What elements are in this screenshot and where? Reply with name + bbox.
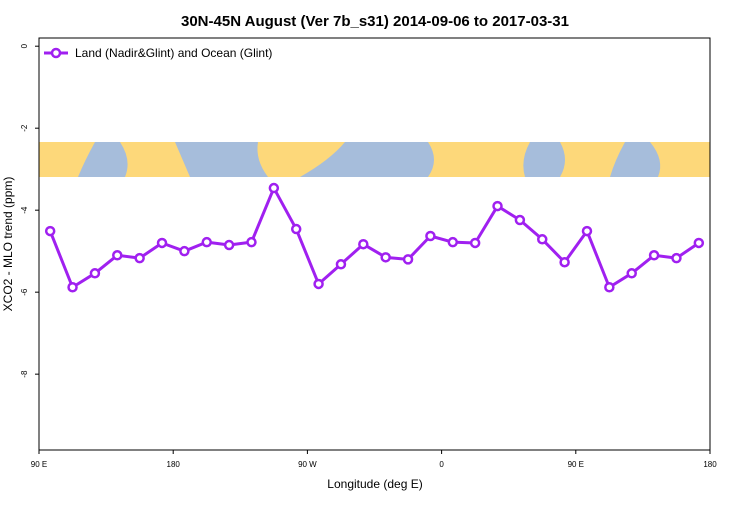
data-point xyxy=(469,237,481,249)
data-point xyxy=(67,281,78,293)
data-point xyxy=(604,281,615,293)
data-point xyxy=(380,252,391,263)
data-point xyxy=(402,254,414,265)
x-tick-label: 90 E xyxy=(31,460,47,469)
x-tick-label: 90 W xyxy=(298,460,317,469)
map-land xyxy=(650,142,710,177)
data-point xyxy=(201,236,212,248)
y-tick-label: -4 xyxy=(20,206,29,214)
chart-title: 30N-45N August (Ver 7b_s31) 2014-09-06 t… xyxy=(181,13,569,30)
data-point xyxy=(648,250,660,261)
map-land xyxy=(120,142,190,177)
data-point xyxy=(335,259,347,270)
y-tick-label: -2 xyxy=(20,124,29,132)
data-point xyxy=(581,225,593,237)
data-point xyxy=(671,252,682,264)
map-land xyxy=(560,142,625,177)
data-point xyxy=(134,252,145,264)
data-point xyxy=(223,239,235,251)
data-point xyxy=(492,200,503,212)
series-line xyxy=(48,186,700,289)
map-land xyxy=(39,142,95,177)
data-point xyxy=(626,268,637,279)
data-point xyxy=(89,268,101,279)
data-point xyxy=(447,236,459,248)
x-tick-label: 180 xyxy=(167,460,181,469)
data-point xyxy=(514,214,526,226)
y-tick-label: -6 xyxy=(20,288,29,296)
x-tick-label: 180 xyxy=(703,460,717,469)
data-point xyxy=(156,237,168,249)
data-point xyxy=(290,223,302,235)
data-point xyxy=(559,256,570,268)
legend: Land (Nadir&Glint) and Ocean (Glint) xyxy=(44,46,272,60)
data-point xyxy=(313,278,324,290)
x-tick-label: 0 xyxy=(439,460,444,469)
map-strip xyxy=(39,142,710,177)
data-point xyxy=(425,230,436,242)
data-point xyxy=(44,225,56,237)
plot-frame xyxy=(38,37,711,451)
data-point xyxy=(179,245,190,257)
y-tick-label: 0 xyxy=(20,43,29,48)
x-tick-label: 90 E xyxy=(568,460,584,469)
x-axis-label: Longitude (deg E) xyxy=(327,477,422,491)
data-point xyxy=(246,236,257,248)
legend-label: Land (Nadir&Glint) and Ocean (Glint) xyxy=(75,46,272,60)
data-point xyxy=(537,234,548,245)
map-land xyxy=(428,142,530,177)
map-land xyxy=(257,142,345,177)
data-point xyxy=(358,238,369,250)
y-axis-label: XCO2 - MLO trend (ppm) xyxy=(1,177,15,312)
data-point xyxy=(268,182,280,194)
legend-marker xyxy=(50,47,62,59)
y-tick-label: -8 xyxy=(20,370,29,378)
data-point xyxy=(112,250,123,261)
data-point xyxy=(693,237,705,249)
